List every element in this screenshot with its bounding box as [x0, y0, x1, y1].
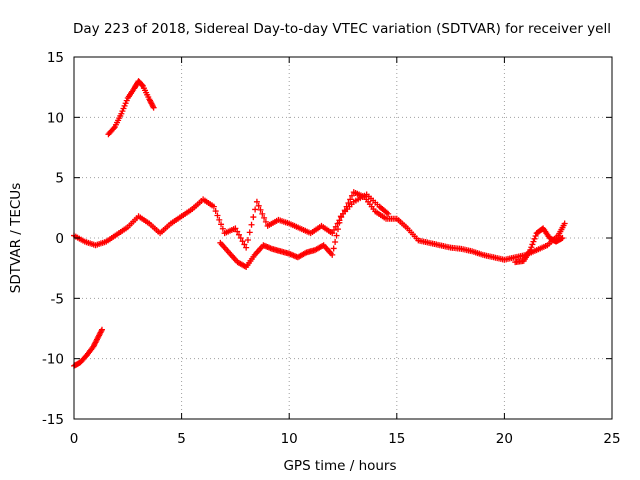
data-point	[250, 214, 257, 221]
data-point	[333, 232, 340, 239]
chart-title: Day 223 of 2018, Sidereal Day-to-day VTE…	[73, 21, 611, 37]
data-point	[235, 231, 242, 238]
data-point	[246, 229, 253, 236]
data-point	[532, 232, 539, 239]
chart-grid	[74, 57, 612, 419]
data-point	[385, 210, 392, 217]
data-markers	[71, 78, 568, 369]
data-point	[329, 230, 336, 237]
x-tick-label: 5	[177, 431, 186, 447]
axis-ticks: 0 5 10 15 20 25 -15 -10 -5 0 5 10 15	[42, 50, 621, 447]
y-tick-label: -5	[51, 291, 64, 307]
x-tick-label: 15	[388, 431, 405, 447]
x-tick-label: 10	[281, 431, 298, 447]
series-group	[217, 191, 392, 270]
data-point	[110, 125, 117, 132]
data-point	[531, 235, 538, 242]
x-tick-label: 20	[496, 431, 513, 447]
data-point	[237, 235, 244, 241]
data-point	[139, 82, 146, 89]
y-tick-label: 0	[55, 231, 64, 247]
data-point	[262, 218, 269, 225]
data-point	[241, 241, 248, 248]
data-point	[329, 251, 336, 258]
data-point	[248, 221, 255, 228]
data-point	[244, 237, 251, 244]
data-point	[210, 203, 217, 210]
data-point	[214, 212, 221, 219]
data-point	[257, 206, 264, 213]
data-point	[345, 200, 352, 207]
data-point	[232, 225, 239, 232]
data-point	[559, 235, 566, 241]
data-point	[218, 221, 225, 228]
data-point	[212, 208, 219, 215]
x-tick-label: 0	[70, 431, 79, 447]
data-point	[530, 238, 537, 245]
y-tick-label: 5	[55, 171, 64, 187]
data-point	[528, 244, 535, 251]
series-group	[71, 189, 568, 263]
y-tick-label: -10	[42, 352, 64, 368]
y-axis-label: SDTVAR / TECUs	[8, 183, 24, 293]
y-tick-label: -15	[42, 412, 64, 428]
series-group	[512, 225, 566, 266]
x-axis-label: GPS time / hours	[283, 458, 396, 474]
data-point	[334, 226, 341, 233]
data-point	[150, 104, 157, 111]
data-point	[98, 326, 105, 333]
y-tick-label: 15	[47, 50, 64, 66]
data-point	[216, 216, 223, 223]
data-point	[336, 219, 343, 226]
data-point	[261, 214, 268, 221]
data-point	[239, 238, 246, 245]
data-point	[234, 228, 241, 235]
data-point	[529, 241, 536, 248]
data-point	[243, 244, 250, 251]
data-point	[348, 192, 355, 199]
data-point	[253, 198, 260, 205]
data-point	[219, 225, 226, 232]
series-group	[105, 78, 157, 138]
data-point	[527, 247, 534, 254]
y-tick-label: 10	[47, 110, 64, 126]
data-point	[255, 202, 262, 209]
data-point	[332, 239, 339, 246]
data-point	[330, 245, 337, 252]
data-point	[252, 206, 259, 213]
data-point	[347, 196, 354, 203]
series-group	[71, 326, 105, 369]
data-point	[331, 226, 338, 233]
data-point	[561, 220, 568, 227]
data-point	[259, 210, 266, 217]
x-tick-label: 25	[603, 431, 620, 447]
